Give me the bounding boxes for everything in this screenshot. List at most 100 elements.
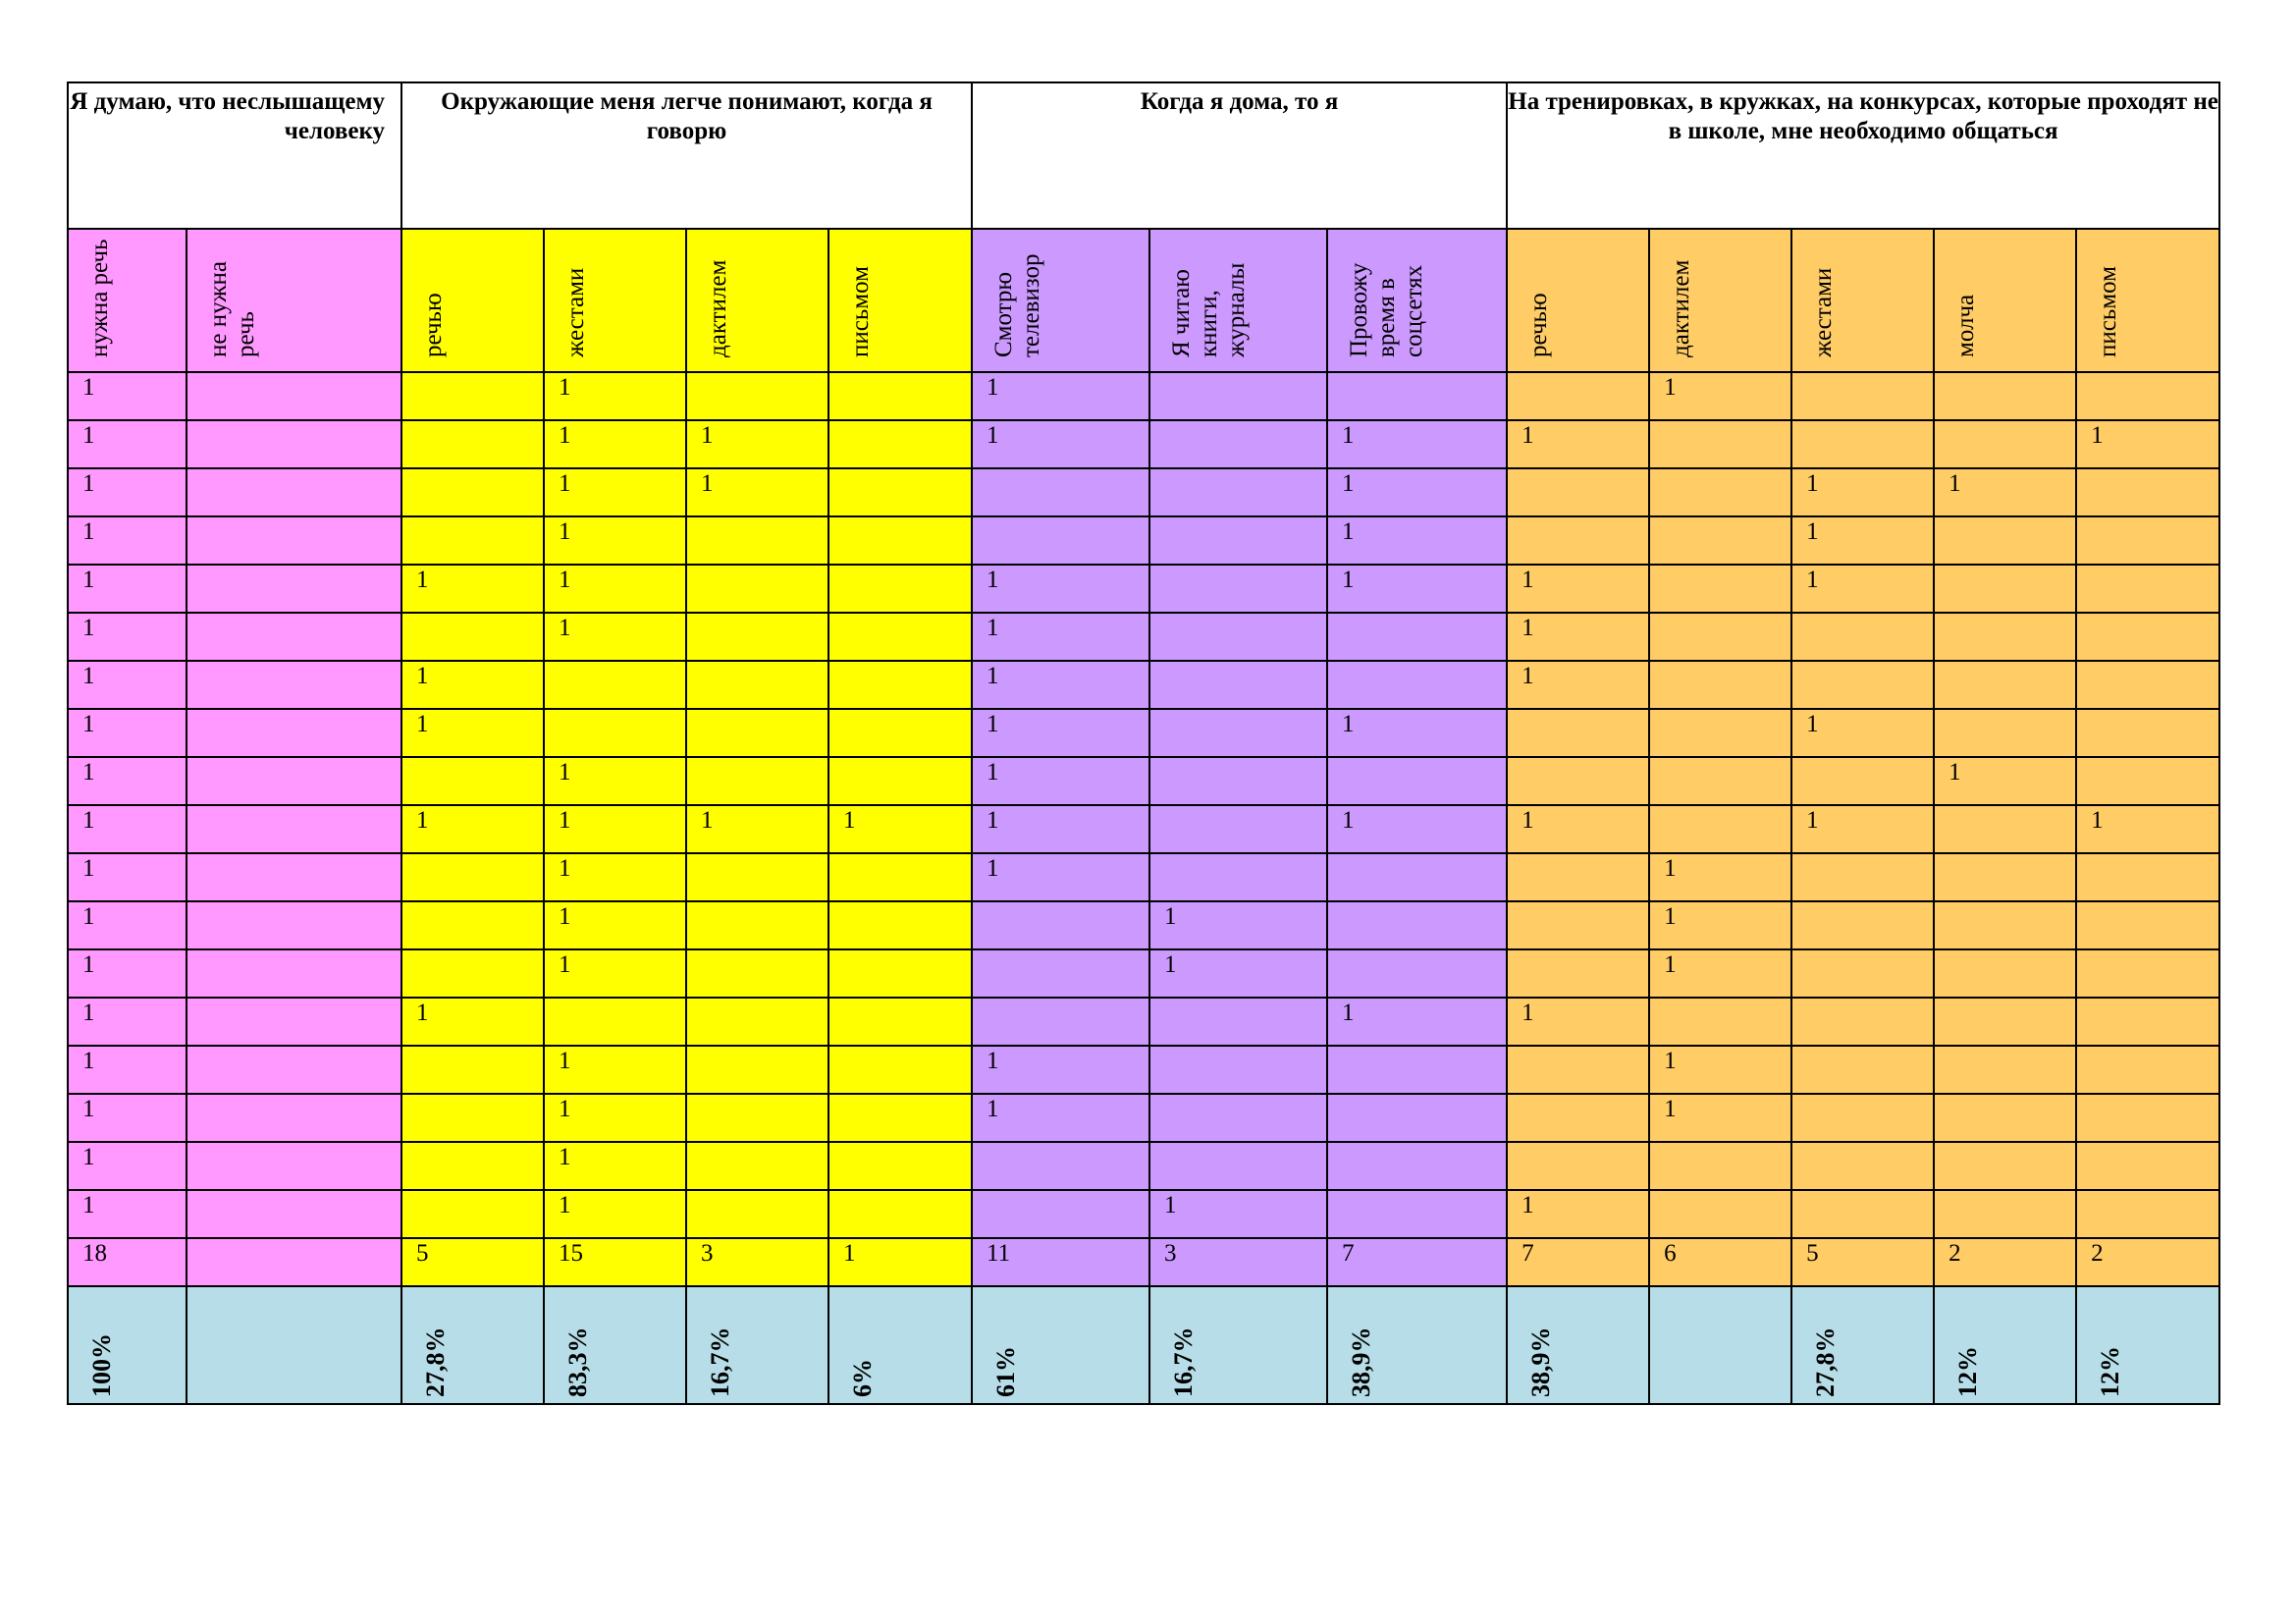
table-cell: 1 xyxy=(1326,708,1509,758)
table-cell xyxy=(1148,1045,1329,1095)
total-cell xyxy=(185,1237,403,1287)
table-cell xyxy=(1148,1093,1329,1143)
table-cell xyxy=(185,515,403,566)
table-cell xyxy=(1648,1141,1793,1191)
table-cell: 1 xyxy=(1933,756,2078,806)
table-cell xyxy=(1148,564,1329,614)
table-cell xyxy=(1933,419,2078,469)
percent-value: 27,8% xyxy=(1811,1326,1841,1398)
column-header: Провожу время в соцсетях xyxy=(1326,228,1509,373)
table-cell: 1 xyxy=(971,371,1151,421)
table-cell xyxy=(1148,756,1329,806)
table-cell xyxy=(400,1189,546,1239)
table-cell xyxy=(1790,371,1936,421)
table-cell xyxy=(685,1093,830,1143)
table-cell: 1 xyxy=(67,371,187,421)
total-cell: 6 xyxy=(1648,1237,1793,1287)
column-label: речью xyxy=(1525,293,1553,357)
table-cell xyxy=(1933,997,2078,1047)
percent-value: 16,7% xyxy=(1169,1326,1199,1398)
table-cell: 1 xyxy=(67,1189,187,1239)
table-cell xyxy=(828,708,974,758)
table-cell: 1 xyxy=(971,612,1151,662)
column-label: письмом xyxy=(2095,266,2122,357)
table-cell xyxy=(1933,948,2078,999)
table-cell xyxy=(400,756,546,806)
table-cell: 1 xyxy=(543,804,688,854)
total-cell: 3 xyxy=(685,1237,830,1287)
percent-value xyxy=(187,1287,207,1397)
table-cell: 1 xyxy=(1648,1093,1793,1143)
table-cell: 1 xyxy=(1326,515,1509,566)
column-label: жестами xyxy=(1810,267,1838,357)
table-cell xyxy=(400,515,546,566)
percent-cell: 83,3% xyxy=(543,1285,688,1405)
column-header: письмом xyxy=(2075,228,2221,373)
table-cell xyxy=(1648,515,1793,566)
group-header: Когда я дома, то я xyxy=(971,81,1509,230)
percent-value: 27,8% xyxy=(421,1326,451,1398)
table-cell xyxy=(685,1141,830,1191)
table-cell: 1 xyxy=(1648,900,1793,950)
table-cell xyxy=(1506,708,1651,758)
column-label: не нужна речь xyxy=(205,260,259,357)
table-cell: 1 xyxy=(1790,708,1936,758)
table-cell xyxy=(185,900,403,950)
table-cell: 1 xyxy=(67,948,187,999)
table-cell xyxy=(1790,1093,1936,1143)
table-cell xyxy=(2075,1189,2221,1239)
table-cell: 1 xyxy=(67,419,187,469)
table-cell xyxy=(2075,900,2221,950)
table-cell xyxy=(1326,1141,1509,1191)
table-cell xyxy=(2075,660,2221,710)
table-cell xyxy=(2075,948,2221,999)
table-cell xyxy=(1648,419,1793,469)
table-cell xyxy=(1506,948,1651,999)
table-cell xyxy=(2075,708,2221,758)
table-cell xyxy=(1933,900,2078,950)
table-cell xyxy=(1790,1141,1936,1191)
percent-cell: 27,8% xyxy=(400,1285,546,1405)
column-header: речью xyxy=(1506,228,1651,373)
table-cell xyxy=(1326,660,1509,710)
table-cell xyxy=(185,852,403,902)
table-cell: 1 xyxy=(1148,900,1329,950)
table-cell xyxy=(1148,997,1329,1047)
table-cell: 1 xyxy=(67,612,187,662)
table-cell xyxy=(1648,612,1793,662)
table-cell xyxy=(1790,612,1936,662)
percent-value: 12% xyxy=(2096,1346,2125,1397)
total-cell: 11 xyxy=(971,1237,1151,1287)
table-cell: 1 xyxy=(1148,1189,1329,1239)
percent-cell: 61% xyxy=(971,1285,1151,1405)
table-cell: 1 xyxy=(67,660,187,710)
table-cell: 1 xyxy=(971,708,1151,758)
table-cell xyxy=(185,467,403,517)
table-row: 1 1 1 1 1 xyxy=(67,708,2221,758)
table-cell xyxy=(1933,1189,2078,1239)
table-cell xyxy=(1648,997,1793,1047)
total-cell: 2 xyxy=(2075,1237,2221,1287)
table-cell xyxy=(685,660,830,710)
table-cell: 1 xyxy=(1790,564,1936,614)
percent-value: 12% xyxy=(1953,1346,1983,1397)
table-cell: 1 xyxy=(543,371,688,421)
percent-value xyxy=(1650,1287,1670,1397)
table-cell xyxy=(828,1093,974,1143)
table-cell: 1 xyxy=(971,564,1151,614)
table-cell: 1 xyxy=(67,1093,187,1143)
table-cell: 1 xyxy=(67,804,187,854)
percent-row: 100% 27,8% 83,3% 16,7% 6% 61% 16,7% 38,9% 38,9% 2… xyxy=(67,1285,2221,1405)
table-cell: 1 xyxy=(543,515,688,566)
table-cell xyxy=(185,756,403,806)
table-cell xyxy=(1326,948,1509,999)
